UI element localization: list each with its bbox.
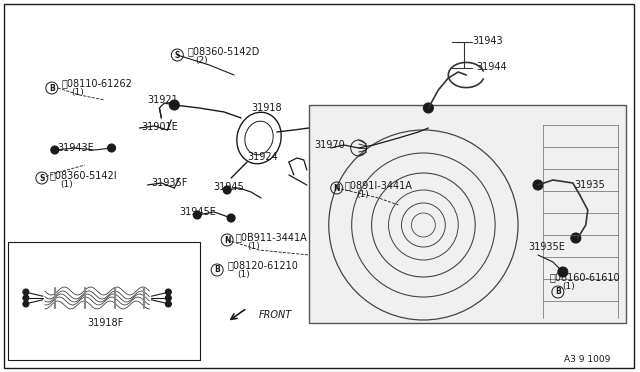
Circle shape	[23, 295, 29, 301]
Text: 31924: 31924	[247, 152, 278, 162]
Circle shape	[165, 289, 172, 295]
Text: N: N	[224, 235, 230, 244]
Text: 31935E: 31935E	[528, 242, 565, 252]
Text: Ⓞ0B911-3441A: Ⓞ0B911-3441A	[235, 232, 307, 242]
Text: N: N	[333, 183, 340, 192]
Circle shape	[170, 100, 179, 110]
Circle shape	[571, 233, 580, 243]
Circle shape	[23, 289, 29, 295]
Text: B: B	[49, 83, 54, 93]
Text: S: S	[39, 173, 45, 183]
Text: Ⓞ0891I-3441A: Ⓞ0891I-3441A	[345, 180, 413, 190]
Text: ⒲08120-61210: ⒲08120-61210	[227, 260, 298, 270]
Text: 31901E: 31901E	[141, 122, 178, 132]
Bar	[8, 242, 200, 360]
Circle shape	[223, 186, 231, 194]
Text: ⒲08160-61610: ⒲08160-61610	[550, 272, 621, 282]
Text: 31921: 31921	[147, 95, 178, 105]
Text: A3 9 1009: A3 9 1009	[564, 355, 610, 364]
Text: (1): (1)	[562, 282, 575, 291]
Text: 31935: 31935	[574, 180, 605, 190]
Text: (1): (1)	[72, 88, 84, 97]
Text: 31943: 31943	[472, 36, 503, 46]
Circle shape	[558, 267, 568, 277]
Circle shape	[108, 144, 116, 152]
Text: (2): (2)	[195, 56, 208, 65]
Text: 31970: 31970	[315, 140, 346, 150]
Text: 31945E: 31945E	[179, 207, 216, 217]
Circle shape	[165, 295, 172, 301]
Text: 31944: 31944	[476, 62, 507, 72]
Text: 31943E: 31943E	[58, 143, 95, 153]
Circle shape	[51, 146, 59, 154]
Circle shape	[193, 211, 201, 219]
Circle shape	[424, 103, 433, 113]
Text: 31918F: 31918F	[88, 318, 124, 328]
Text: (1): (1)	[60, 180, 72, 189]
Text: (1): (1)	[237, 270, 250, 279]
Circle shape	[165, 301, 172, 307]
Text: 31935F: 31935F	[152, 178, 188, 188]
Text: (1): (1)	[247, 242, 260, 251]
Text: B: B	[555, 288, 561, 296]
Circle shape	[23, 301, 29, 307]
Circle shape	[533, 180, 543, 190]
Text: B: B	[214, 266, 220, 275]
Circle shape	[227, 214, 235, 222]
Text: 31918: 31918	[251, 103, 282, 113]
Text: S: S	[175, 51, 180, 60]
Text: Ⓜ08360-5142I: Ⓜ08360-5142I	[50, 170, 117, 180]
Text: (1): (1)	[356, 190, 369, 199]
Bar	[309, 105, 626, 323]
Text: FRONT: FRONT	[259, 310, 292, 320]
Text: 31945: 31945	[213, 182, 244, 192]
Text: Ⓜ08360-5142D: Ⓜ08360-5142D	[188, 46, 260, 56]
Text: ⒲08110-61262: ⒲08110-61262	[62, 78, 132, 88]
